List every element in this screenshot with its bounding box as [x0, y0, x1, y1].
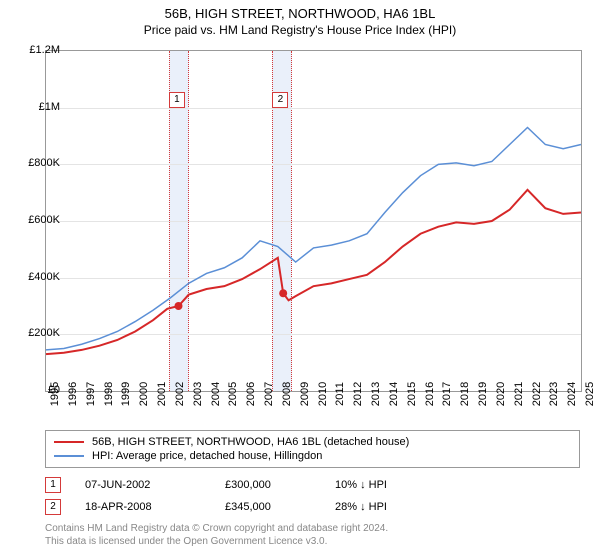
sale-price: £300,000 [225, 479, 335, 491]
footer-attribution: Contains HM Land Registry data © Crown c… [45, 522, 388, 548]
x-axis-label: 2023 [548, 382, 560, 406]
legend-item: 56B, HIGH STREET, NORTHWOOD, HA6 1BL (de… [54, 435, 571, 449]
plot-area [45, 50, 582, 392]
x-axis-label: 2008 [281, 382, 293, 406]
series-line [46, 128, 581, 350]
sale-date: 07-JUN-2002 [85, 479, 225, 491]
sale-marker-icon: 1 [45, 477, 61, 493]
y-axis-label: £600K [15, 214, 60, 226]
x-axis-label: 2022 [531, 382, 543, 406]
chart-subtitle: Price paid vs. HM Land Registry's House … [0, 23, 600, 37]
sales-table: 1 07-JUN-2002 £300,000 10% ↓ HPI 2 18-AP… [45, 474, 435, 518]
x-axis-label: 1996 [67, 382, 79, 406]
sale-pct: 28% ↓ HPI [335, 501, 435, 513]
x-axis-label: 2024 [566, 382, 578, 406]
legend-item: HPI: Average price, detached house, Hill… [54, 449, 571, 463]
x-axis-label: 2018 [459, 382, 471, 406]
sale-dot-icon [175, 302, 183, 310]
x-axis-label: 2017 [441, 382, 453, 406]
sale-marker-icon: 2 [45, 499, 61, 515]
chart-svg [46, 51, 581, 391]
x-axis-label: 2007 [263, 382, 275, 406]
sales-row: 1 07-JUN-2002 £300,000 10% ↓ HPI [45, 474, 435, 496]
x-axis-label: 2021 [513, 382, 525, 406]
x-axis-label: 1995 [49, 382, 61, 406]
x-axis-label: 2013 [370, 382, 382, 406]
footer-line: Contains HM Land Registry data © Crown c… [45, 522, 388, 535]
sale-price: £345,000 [225, 501, 335, 513]
title-block: 56B, HIGH STREET, NORTHWOOD, HA6 1BL Pri… [0, 0, 600, 37]
x-axis-label: 2010 [317, 382, 329, 406]
legend-swatch-icon [54, 441, 84, 443]
legend-box: 56B, HIGH STREET, NORTHWOOD, HA6 1BL (de… [45, 430, 580, 468]
sale-pct: 10% ↓ HPI [335, 479, 435, 491]
x-axis-label: 2000 [138, 382, 150, 406]
x-axis-label: 2015 [406, 382, 418, 406]
y-axis-label: £400K [15, 271, 60, 283]
x-axis-label: 2014 [388, 382, 400, 406]
x-axis-label: 1998 [103, 382, 115, 406]
x-axis-label: 1997 [85, 382, 97, 406]
x-axis-label: 2011 [334, 382, 346, 406]
y-axis-label: £1M [15, 101, 60, 113]
sale-dot-icon [279, 289, 287, 297]
x-axis-label: 2019 [477, 382, 489, 406]
chart-container: 56B, HIGH STREET, NORTHWOOD, HA6 1BL Pri… [0, 0, 600, 560]
x-axis-label: 2020 [495, 382, 507, 406]
footer-line: This data is licensed under the Open Gov… [45, 535, 388, 548]
y-axis-label: £800K [15, 157, 60, 169]
x-axis-label: 2025 [584, 382, 596, 406]
x-axis-label: 2009 [299, 382, 311, 406]
band-marker-icon: 1 [169, 92, 185, 108]
band-marker-icon: 2 [272, 92, 288, 108]
series-line [46, 190, 581, 354]
x-axis-label: 2012 [352, 382, 364, 406]
x-axis-label: 2003 [192, 382, 204, 406]
x-axis-label: 2006 [245, 382, 257, 406]
y-axis-label: £1.2M [15, 44, 60, 56]
x-axis-label: 2005 [227, 382, 239, 406]
chart-title: 56B, HIGH STREET, NORTHWOOD, HA6 1BL [0, 6, 600, 21]
x-axis-label: 2016 [424, 382, 436, 406]
y-axis-label: £200K [15, 327, 60, 339]
legend-label: 56B, HIGH STREET, NORTHWOOD, HA6 1BL (de… [92, 436, 409, 448]
x-axis-label: 1999 [120, 382, 132, 406]
legend-label: HPI: Average price, detached house, Hill… [92, 450, 322, 462]
x-axis-label: 2002 [174, 382, 186, 406]
legend-swatch-icon [54, 455, 84, 457]
x-axis-label: 2004 [210, 382, 222, 406]
sale-date: 18-APR-2008 [85, 501, 225, 513]
sales-row: 2 18-APR-2008 £345,000 28% ↓ HPI [45, 496, 435, 518]
x-axis-label: 2001 [156, 382, 168, 406]
